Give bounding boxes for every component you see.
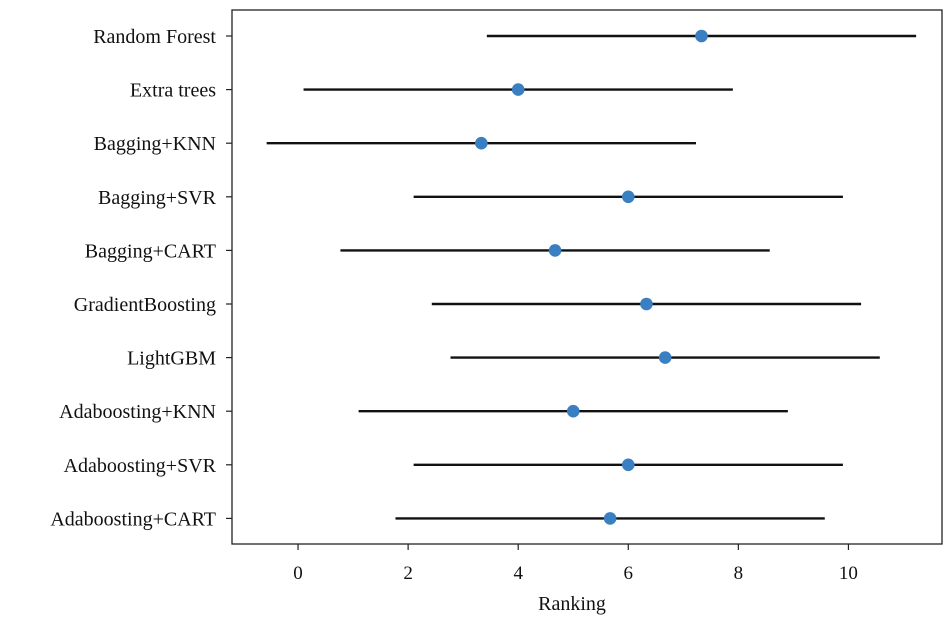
- x-tick-label: 10: [839, 563, 858, 584]
- mean-marker: [621, 458, 635, 472]
- mean-marker: [621, 190, 635, 204]
- x-tick-label: 0: [293, 563, 303, 584]
- category-label: Adaboosting+KNN: [59, 401, 216, 423]
- interval-lines: [266, 34, 917, 520]
- mean-marker: [511, 83, 525, 96]
- category-label: Bagging+KNN: [94, 133, 216, 155]
- category-label: LightGBM: [127, 348, 216, 370]
- mean-marker: [566, 404, 580, 418]
- mean-marker: [603, 512, 617, 525]
- mean-marker: [548, 244, 562, 257]
- mean-marker: [695, 29, 708, 43]
- category-label: Random Forest: [93, 26, 216, 48]
- x-tick-label: 6: [624, 563, 634, 584]
- x-tick-label: 4: [513, 563, 523, 584]
- x-tick-label: 8: [734, 563, 744, 584]
- mean-markers: [475, 29, 708, 525]
- category-label: GradientBoosting: [74, 294, 216, 316]
- category-label: Bagging+SVR: [98, 187, 217, 209]
- x-tick-label: 2: [403, 563, 413, 584]
- mean-marker: [640, 297, 653, 311]
- mean-marker: [658, 351, 672, 364]
- y-axis-ticks: Random Forest Extra trees Bagging+KNN Baggi…: [50, 26, 232, 530]
- category-label: Adaboosting+CART: [50, 508, 216, 530]
- category-label: Adaboosting+SVR: [64, 455, 217, 477]
- category-label: Extra trees: [130, 80, 216, 102]
- mean-marker: [475, 136, 488, 150]
- x-axis-title: Ranking: [538, 593, 606, 615]
- x-axis-ticks: 0 2 4 6 8 10: [293, 544, 858, 584]
- plot-area-frame: [231, 9, 943, 545]
- category-label: Bagging+CART: [85, 240, 216, 262]
